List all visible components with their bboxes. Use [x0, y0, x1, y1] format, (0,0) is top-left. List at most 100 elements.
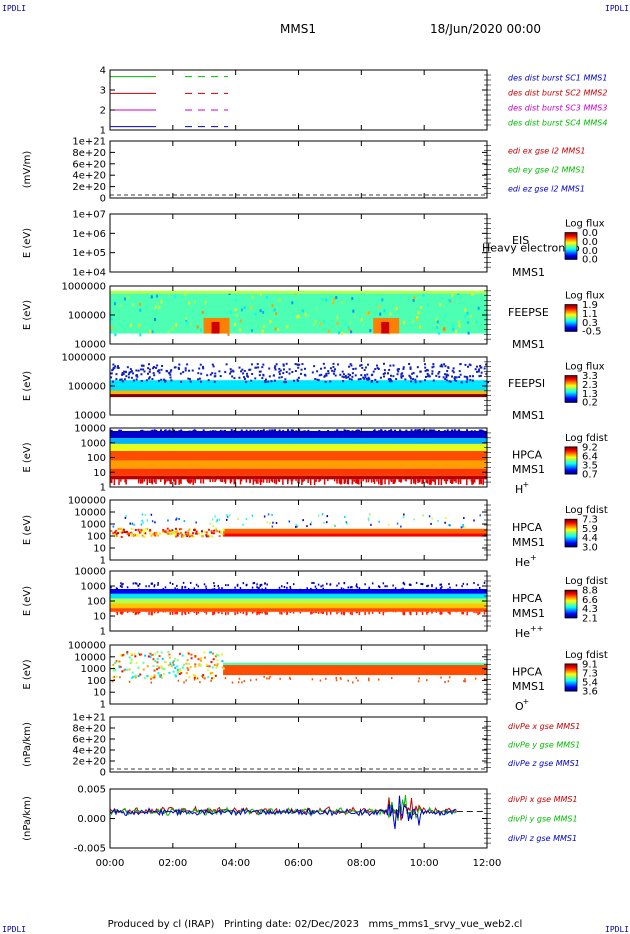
colorbar-tick-label: 3.3: [582, 371, 598, 382]
spectrogram-cell: [397, 368, 400, 371]
y-tick-label: 100: [87, 597, 106, 608]
spectrogram-cell: [386, 372, 389, 375]
y-tick-label: 2e+20: [72, 182, 106, 193]
spectrogram-cell: [254, 430, 257, 433]
spectrogram-cell: [364, 376, 367, 379]
colorbar-segment: [565, 328, 577, 330]
spectrogram-cell: [115, 534, 118, 537]
spectrogram-cell: [150, 295, 153, 299]
colorbar-segment: [565, 463, 577, 465]
spectrogram-cell: [258, 374, 261, 377]
spectrogram-cell: [419, 430, 422, 433]
colorbar-segment: [565, 600, 577, 602]
spectrogram-cell: [250, 305, 253, 309]
spectrogram-cell: [210, 530, 213, 533]
colorbar-segment: [565, 309, 577, 312]
spectrogram-cell: [360, 479, 362, 484]
spectrogram-cell: [376, 367, 379, 370]
spectrogram-cell: [343, 430, 346, 433]
spectrogram-cell: [347, 679, 349, 682]
spectrogram-cell: [136, 375, 139, 378]
spectrogram-cell: [384, 585, 386, 588]
spectrogram-cell: [113, 479, 116, 486]
spectrogram-cell: [340, 611, 343, 615]
spectrogram-cell: [289, 676, 291, 679]
spectrogram-cell: [325, 521, 328, 524]
spectrogram-cell: [173, 429, 176, 432]
spectrogram-cell: [262, 310, 265, 314]
colorbar-segment: [565, 526, 577, 528]
colorbar-frame: [564, 375, 578, 403]
spectrogram-cell: [459, 363, 462, 366]
spectrogram-cell: [134, 676, 137, 679]
spectrogram-cell: [258, 370, 261, 373]
spectrogram-cell: [421, 479, 423, 485]
colorbar-segment: [565, 590, 577, 592]
spectrogram-cell: [458, 370, 461, 373]
spectrogram-cell: [286, 325, 289, 329]
spectrogram-cell: [140, 523, 143, 526]
colorbar-segment: [565, 324, 577, 326]
spectrogram-cell: [264, 380, 267, 383]
spectrogram-cell: [227, 332, 230, 336]
colorbar-segment: [565, 595, 577, 598]
spectrogram-cell: [260, 301, 263, 305]
spectrogram-cell: [409, 611, 411, 615]
spectrogram-cell: [212, 479, 214, 482]
spectrogram-cell: [437, 372, 440, 375]
species-charge: +: [523, 480, 530, 489]
spectrogram-cell: [339, 373, 342, 376]
spectrogram-cell: [436, 320, 439, 324]
spectrogram-cell: [174, 587, 176, 590]
spectrogram-cell: [447, 680, 450, 683]
spectrogram-cell: [479, 429, 482, 432]
spectrogram-cell: [459, 479, 462, 485]
spectrogram-cell: [122, 653, 125, 656]
colorbar-segment: [565, 459, 577, 461]
spectrogram-cell: [207, 676, 210, 679]
spectrogram-cell: [192, 479, 194, 485]
spectrogram-cell: [464, 363, 467, 366]
spectrogram-cell: [138, 324, 141, 328]
spectrogram-cell: [459, 430, 462, 433]
spectrogram-cell: [341, 301, 344, 305]
spectrogram-cell: [289, 611, 292, 613]
spectrogram-cell: [322, 362, 325, 365]
y-tick-label: 10000: [74, 424, 106, 435]
spectrogram-cell: [313, 431, 316, 434]
spectrogram-cell: [342, 373, 345, 376]
spectrogram-cell: [170, 379, 173, 382]
colorbar-segment: [565, 244, 577, 246]
spectrogram-cell: [295, 523, 297, 526]
spectrogram-cell: [180, 380, 183, 383]
spectrogram-cell: [362, 479, 364, 482]
spectrogram-cell: [153, 674, 156, 677]
spectrogram-cell: [226, 513, 228, 516]
spectrogram-cell: [135, 533, 138, 536]
spectrogram-cell: [327, 429, 330, 432]
spectrogram-cell: [236, 584, 239, 587]
spectrogram-cell: [458, 429, 461, 432]
spectrogram-cell: [149, 529, 152, 532]
spectrogram-cell: [444, 378, 447, 381]
spectrogram-cell: [334, 368, 337, 371]
spectrogram-cell: [199, 328, 202, 332]
spectrogram-cell: [160, 378, 163, 381]
y-tick-label: 1e+04: [72, 268, 106, 279]
spectrogram-cell: [439, 318, 442, 322]
spectrogram-cell: [184, 534, 187, 537]
spectrogram-cell: [343, 479, 346, 485]
colorbar-segment: [565, 669, 577, 671]
spectrogram-cell: [278, 367, 281, 370]
spectrogram-cell: [128, 532, 131, 535]
spectrogram-cell: [480, 371, 483, 374]
spectrogram-cell: [402, 366, 405, 369]
spectrogram-cell: [221, 611, 223, 615]
spectrogram-cell: [416, 375, 419, 378]
spectrogram-cell: [127, 376, 130, 379]
legend-entry: divPe x gse MMS1: [508, 722, 580, 731]
spectrogram-cell: [427, 584, 429, 587]
spectrogram-cell: [132, 303, 135, 307]
colorbar-segment: [565, 670, 577, 672]
